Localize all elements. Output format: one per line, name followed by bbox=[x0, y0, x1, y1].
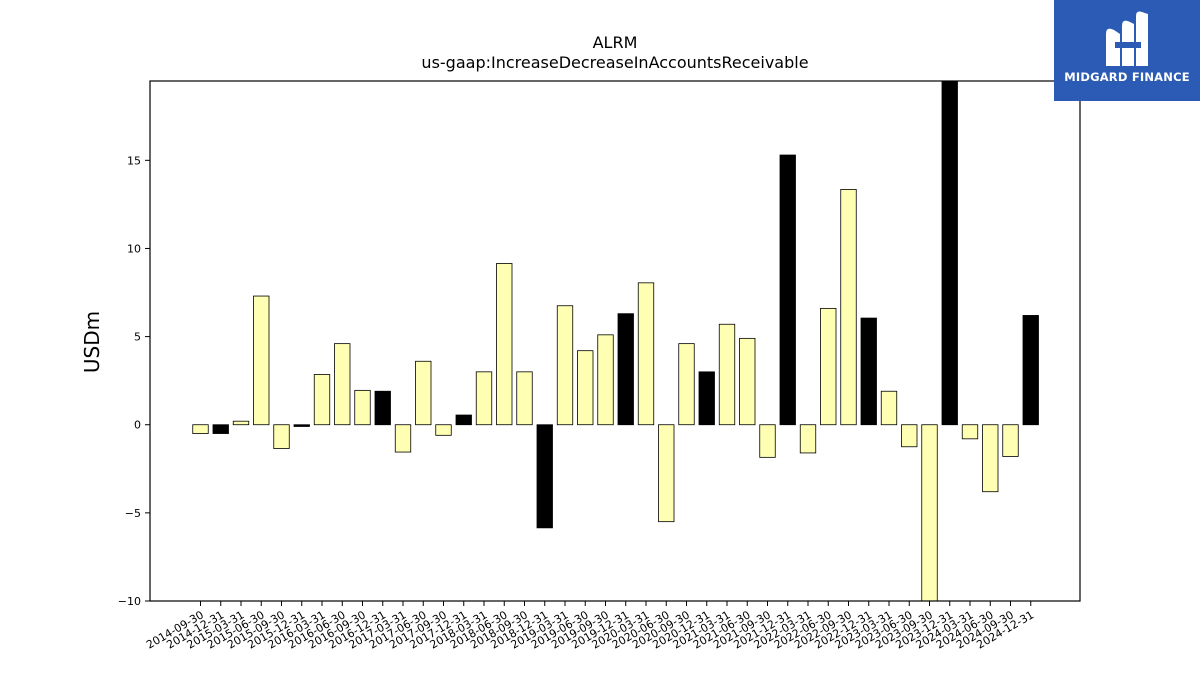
bar-2024-06-30 bbox=[982, 424, 999, 493]
bar-2020-03-31 bbox=[637, 282, 655, 426]
bar-2016-03-31 bbox=[313, 374, 331, 426]
y-axis: −10 −5 0 5 10 15 bbox=[118, 154, 150, 608]
bar-2020-09-30 bbox=[678, 343, 695, 426]
bar-2024-03-31 bbox=[961, 424, 979, 440]
bar-2023-12-31 bbox=[941, 80, 958, 426]
bar-2015-03-31 bbox=[232, 420, 250, 426]
bar-2021-12-31 bbox=[779, 154, 796, 426]
y-axis-label: USDm bbox=[80, 311, 104, 373]
bar-2017-03-31 bbox=[394, 424, 412, 453]
midgard-finance-logo: MIDGARD FINANCE bbox=[1054, 0, 1200, 101]
bar-2015-06-30 bbox=[253, 295, 270, 426]
bar-2020-06-30 bbox=[658, 424, 675, 523]
bars bbox=[192, 80, 1039, 602]
midgard-logo-icon bbox=[1106, 11, 1148, 67]
bar-2023-09-30 bbox=[921, 424, 938, 602]
chart-title: ALRM bbox=[593, 33, 638, 52]
bar-2022-03-31 bbox=[799, 424, 817, 454]
bar-2021-06-30 bbox=[739, 337, 756, 426]
bar-2017-06-30 bbox=[415, 360, 432, 426]
bar-2019-03-31 bbox=[556, 305, 574, 426]
bar-2018-12-31 bbox=[536, 424, 553, 529]
bar-2018-06-30 bbox=[496, 263, 513, 426]
y-tick-label: 15 bbox=[127, 154, 141, 167]
bar-2019-12-31 bbox=[617, 313, 634, 426]
logo-text: MIDGARD FINANCE bbox=[1064, 70, 1190, 84]
y-tick-label: 5 bbox=[134, 331, 141, 344]
bar-2022-09-30 bbox=[840, 189, 857, 426]
bar-2017-09-30 bbox=[435, 424, 452, 436]
bar-2021-09-30 bbox=[759, 424, 776, 458]
bar-2022-06-30 bbox=[820, 307, 837, 426]
bar-2014-12-31 bbox=[212, 424, 229, 434]
bar-2017-12-31 bbox=[455, 414, 472, 426]
x-axis: 2014-09-302014-12-312015-03-312015-06-30… bbox=[144, 601, 1036, 652]
bar-2016-09-30 bbox=[354, 389, 371, 426]
bar-2023-06-30 bbox=[901, 424, 918, 448]
chart-subtitle: us-gaap:IncreaseDecreaseInAccountsReceiv… bbox=[421, 53, 808, 72]
bar-2014-09-30 bbox=[192, 424, 209, 434]
bar-2019-06-30 bbox=[577, 350, 594, 426]
bar-2016-06-30 bbox=[334, 343, 351, 426]
y-tick-label: 10 bbox=[127, 242, 141, 255]
bar-2024-09-30 bbox=[1002, 424, 1019, 457]
bar-2022-12-31 bbox=[860, 317, 877, 426]
y-tick-label: 0 bbox=[134, 419, 141, 432]
bar-2018-09-30 bbox=[516, 371, 533, 426]
plot-frame bbox=[149, 80, 1081, 602]
y-tick-label: −10 bbox=[118, 595, 141, 608]
bar-2015-12-31 bbox=[293, 424, 310, 427]
bar-2016-12-31 bbox=[374, 390, 391, 426]
bar-2024-12-31 bbox=[1022, 315, 1039, 426]
bar-2020-12-31 bbox=[698, 371, 715, 426]
y-tick-label: −5 bbox=[125, 507, 141, 520]
bar-2015-09-30 bbox=[273, 424, 290, 449]
bar-2021-03-31 bbox=[718, 323, 736, 426]
bar-2023-03-31 bbox=[880, 390, 898, 426]
bar-2019-09-30 bbox=[597, 334, 614, 426]
bar-2018-03-31 bbox=[475, 371, 493, 426]
